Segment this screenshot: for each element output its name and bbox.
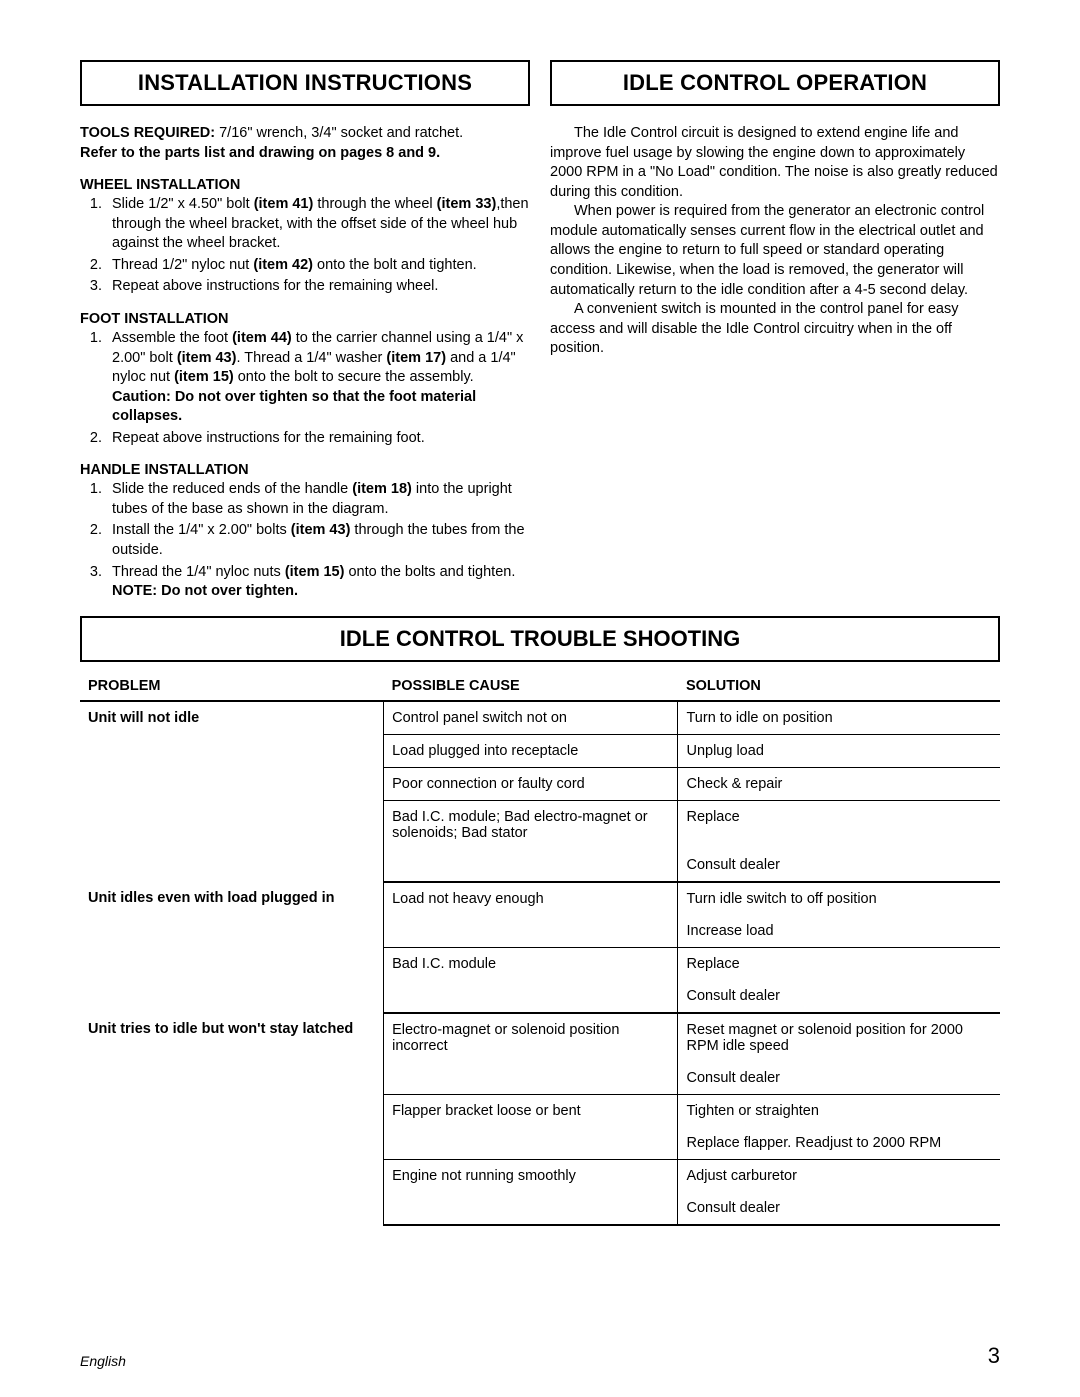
foot-heading: FOOT INSTALLATION [80, 311, 530, 327]
wheel-list: Slide 1/2" x 4.50" bolt (item 41) throug… [80, 195, 530, 297]
cell-solution: Reset magnet or solenoid position for 20… [678, 1013, 1000, 1062]
cell-solution: Turn to idle on position [678, 701, 1000, 735]
cell-problem: Unit will not idle [80, 701, 384, 882]
cell-cause: Flapper bracket loose or bent [384, 1094, 678, 1127]
right-column: IDLE CONTROL OPERATION The Idle Control … [550, 60, 1000, 604]
cell-solution: Consult dealer [678, 849, 1000, 882]
cell-solution: Adjust carburetor [678, 1159, 1000, 1192]
troubleshooting-table: PROBLEM POSSIBLE CAUSE SOLUTION Unit wil… [80, 672, 1000, 1226]
footer-language: English [80, 1353, 126, 1369]
cell-cause: Bad I.C. module [384, 947, 678, 980]
table-row: Unit tries to idle but won't stay latche… [80, 1013, 1000, 1062]
cell-cause: Bad I.C. module; Bad electro-magnet or s… [384, 800, 678, 849]
cell-cause: Poor connection or faulty cord [384, 767, 678, 800]
installation-title: INSTALLATION INSTRUCTIONS [80, 60, 530, 106]
cell-cause [384, 849, 678, 882]
cell-cause [384, 980, 678, 1013]
cell-cause: Control panel switch not on [384, 701, 678, 735]
handle-step-3: Thread the 1/4" nyloc nuts (item 15) ont… [106, 563, 530, 602]
cell-solution: Replace flapper. Readjust to 2000 RPM [678, 1127, 1000, 1160]
wheel-step-1: Slide 1/2" x 4.50" bolt (item 41) throug… [106, 195, 530, 254]
wheel-heading: WHEEL INSTALLATION [80, 177, 530, 193]
table-header-row: PROBLEM POSSIBLE CAUSE SOLUTION [80, 672, 1000, 701]
cell-solution: Check & repair [678, 767, 1000, 800]
foot-step-1: Assemble the foot (item 44) to the carri… [106, 329, 530, 427]
header-problem: PROBLEM [80, 672, 384, 701]
cell-solution: Tighten or straighten [678, 1094, 1000, 1127]
cell-cause [384, 1192, 678, 1225]
cell-cause: Load plugged into receptacle [384, 734, 678, 767]
cell-cause [384, 915, 678, 948]
idle-para-1: The Idle Control circuit is designed to … [550, 124, 1000, 202]
tools-label: TOOLS REQUIRED: [80, 125, 215, 141]
idle-operation-title: IDLE CONTROL OPERATION [550, 60, 1000, 106]
header-solution: SOLUTION [678, 672, 1000, 701]
wheel-step-3: Repeat above instructions for the remain… [106, 277, 530, 297]
tools-required: TOOLS REQUIRED: 7/16" wrench, 3/4" socke… [80, 124, 530, 163]
idle-para-2: When power is required from the generato… [550, 202, 1000, 300]
left-column: INSTALLATION INSTRUCTIONS TOOLS REQUIRED… [80, 60, 530, 604]
wheel-step-2: Thread 1/2" nyloc nut (item 42) onto the… [106, 256, 530, 276]
cell-solution: Consult dealer [678, 1062, 1000, 1095]
footer-page-number: 3 [988, 1343, 1000, 1369]
header-cause: POSSIBLE CAUSE [384, 672, 678, 701]
idle-para-3: A convenient switch is mounted in the co… [550, 300, 1000, 359]
handle-heading: HANDLE INSTALLATION [80, 462, 530, 478]
cell-cause: Load not heavy enough [384, 882, 678, 915]
two-column-layout: INSTALLATION INSTRUCTIONS TOOLS REQUIRED… [80, 60, 1000, 604]
cell-solution: Replace [678, 800, 1000, 849]
cell-cause: Engine not running smoothly [384, 1159, 678, 1192]
cell-problem: Unit tries to idle but won't stay latche… [80, 1013, 384, 1225]
tools-text: 7/16" wrench, 3/4" socket and ratchet. [215, 125, 463, 141]
cell-solution: Turn idle switch to off position [678, 882, 1000, 915]
handle-step-1: Slide the reduced ends of the handle (it… [106, 480, 530, 519]
foot-list: Assemble the foot (item 44) to the carri… [80, 329, 530, 448]
foot-step-2: Repeat above instructions for the remain… [106, 429, 530, 449]
table-row: Unit will not idleControl panel switch n… [80, 701, 1000, 735]
cell-cause: Electro-magnet or solenoid position inco… [384, 1013, 678, 1062]
handle-list: Slide the reduced ends of the handle (it… [80, 480, 530, 601]
cell-solution: Consult dealer [678, 980, 1000, 1013]
cell-solution: Increase load [678, 915, 1000, 948]
table-body: Unit will not idleControl panel switch n… [80, 701, 1000, 1225]
cell-solution: Replace [678, 947, 1000, 980]
refer-text: Refer to the parts list and drawing on p… [80, 145, 440, 161]
cell-solution: Consult dealer [678, 1192, 1000, 1225]
page-footer: English 3 [80, 1343, 1000, 1369]
cell-problem: Unit idles even with load plugged in [80, 882, 384, 1013]
table-row: Unit idles even with load plugged inLoad… [80, 882, 1000, 915]
cell-solution: Unplug load [678, 734, 1000, 767]
handle-step-2: Install the 1/4" x 2.00" bolts (item 43)… [106, 521, 530, 560]
cell-cause [384, 1127, 678, 1160]
troubleshooting-title: IDLE CONTROL TROUBLE SHOOTING [80, 616, 1000, 662]
cell-cause [384, 1062, 678, 1095]
